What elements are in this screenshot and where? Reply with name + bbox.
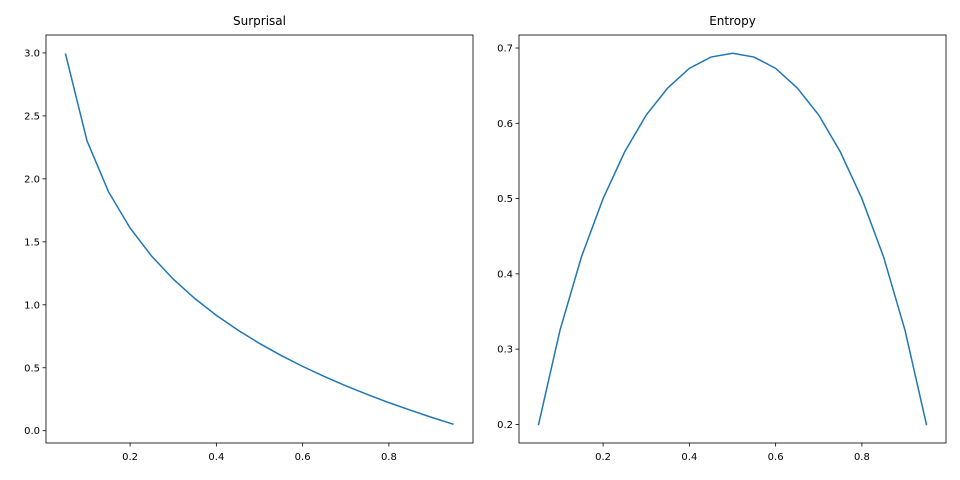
x-tick-label: 0.4 <box>681 452 697 463</box>
plot-frame <box>518 34 947 444</box>
x-tick-label: 0.8 <box>854 452 870 463</box>
data-line <box>64 53 454 426</box>
y-tick-label: 1.5 <box>24 237 40 248</box>
y-tick-label: 0.6 <box>497 119 513 130</box>
y-tick-label: 3.0 <box>24 48 40 59</box>
data-line <box>537 52 928 426</box>
x-tick-label: 0.2 <box>595 452 611 463</box>
y-tick-label: 0.2 <box>497 420 513 431</box>
y-tick-label: 2.5 <box>24 111 40 122</box>
x-tick-label: 0.4 <box>208 452 224 463</box>
y-tick-label: 2.0 <box>24 174 40 185</box>
x-tick-label: 0.6 <box>295 452 311 463</box>
x-tick-label: 0.2 <box>122 452 138 463</box>
y-tick-label: 0.7 <box>497 44 513 55</box>
x-tick-label: 0.6 <box>768 452 784 463</box>
y-tick-label: 1.0 <box>24 300 40 311</box>
chart-title: Surprisal <box>233 14 286 28</box>
plot-frame <box>45 34 474 444</box>
chart-title: Entropy <box>709 14 756 28</box>
x-tick-label: 0.8 <box>381 452 397 463</box>
y-tick-label: 0.5 <box>497 194 513 205</box>
y-tick-label: 0.0 <box>24 426 40 437</box>
y-tick-label: 0.5 <box>24 363 40 374</box>
y-tick-label: 0.4 <box>497 269 513 280</box>
y-tick-label: 0.3 <box>497 345 513 356</box>
